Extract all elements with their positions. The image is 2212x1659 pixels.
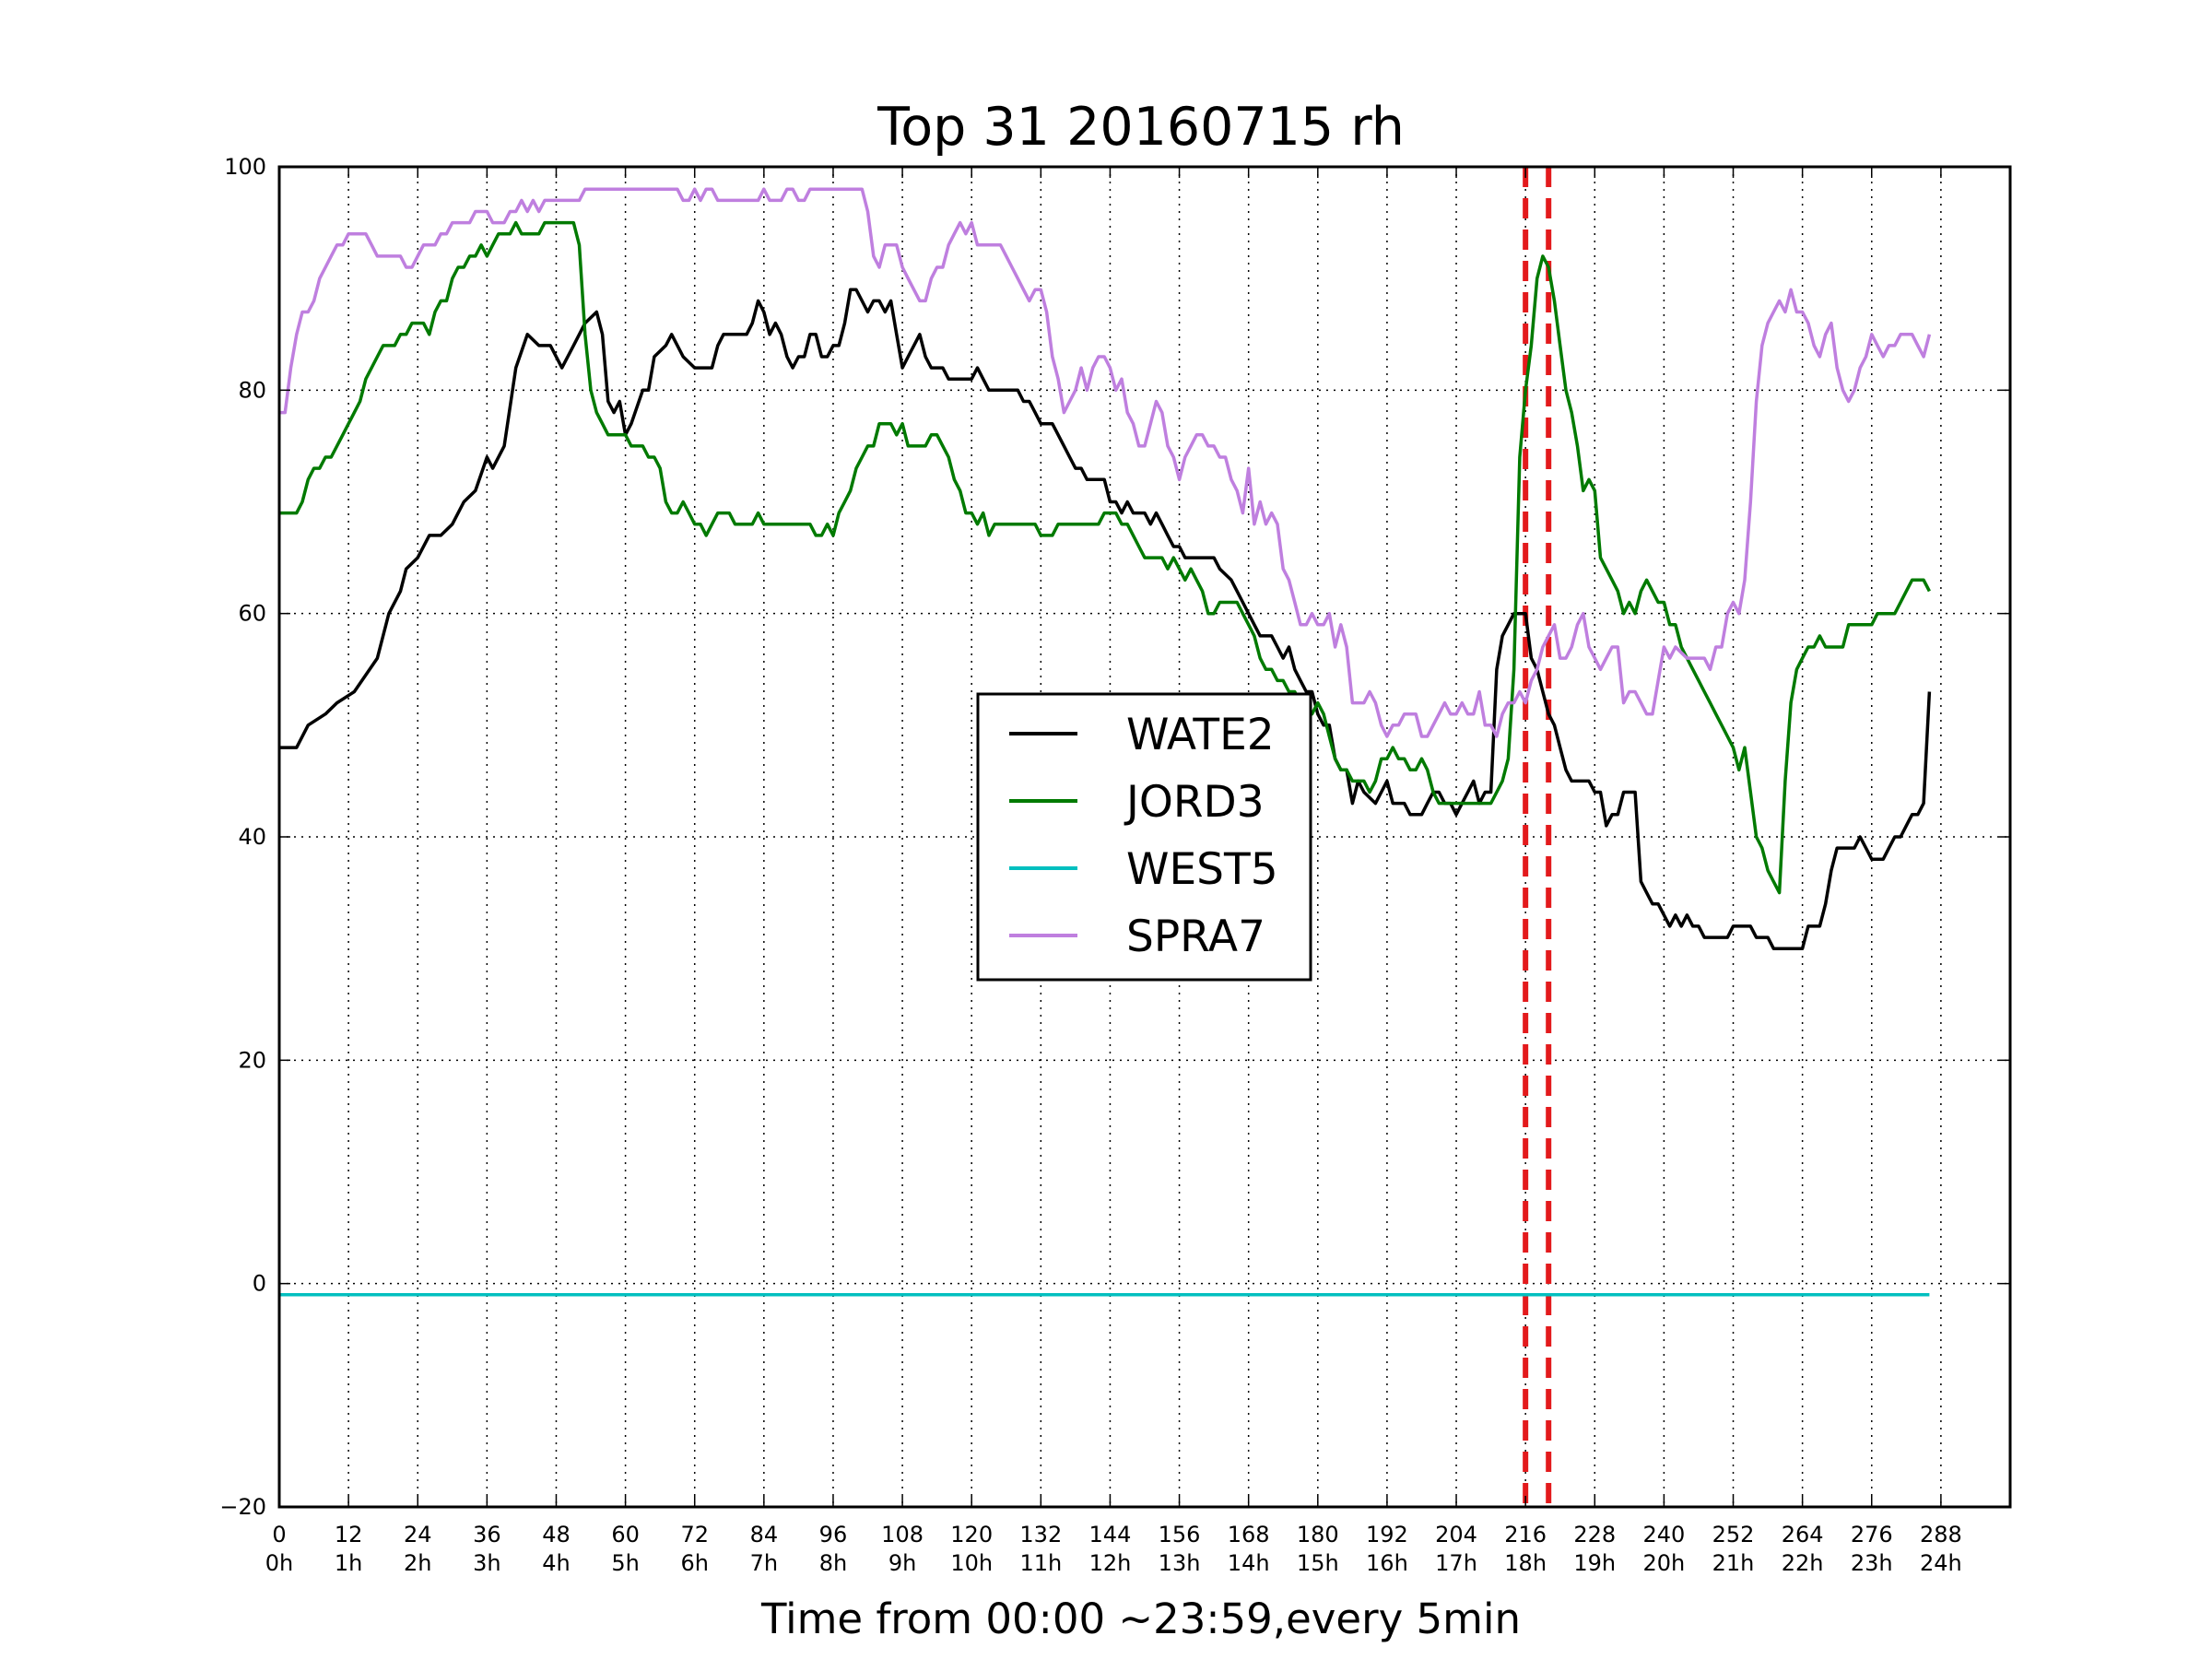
x-tick-label: 72 — [680, 1522, 709, 1547]
x-axis-label: Time from 00:00 ~23:59,every 5min — [760, 1594, 1521, 1643]
x-tick-label: 132 — [1019, 1522, 1062, 1547]
x-tick-sublabel: 9h — [888, 1550, 916, 1576]
x-tick-sublabel: 7h — [750, 1550, 778, 1576]
legend-box — [976, 692, 1312, 982]
chart-title: Top 31 20160715 rh — [877, 97, 1405, 158]
x-tick-sublabel: 21h — [1712, 1550, 1755, 1576]
x-tick-label: 96 — [819, 1522, 848, 1547]
axis-ticks — [278, 166, 2010, 1508]
x-tick-sublabel: 6h — [680, 1550, 708, 1576]
x-tick-sublabel: 13h — [1159, 1550, 1201, 1576]
x-tick-sublabel: 16h — [1366, 1550, 1408, 1576]
x-tick-label: 264 — [1782, 1522, 1824, 1547]
legend-label: SPRA7 — [1126, 912, 1265, 962]
x-tick-sublabel: 4h — [542, 1550, 570, 1576]
series-line-spra7 — [279, 187, 1932, 738]
x-tick-sublabel: 24h — [1920, 1550, 1962, 1576]
x-tick-sublabel: 19h — [1573, 1550, 1616, 1576]
x-tick-label: 60 — [611, 1522, 640, 1547]
x-tick-sublabel: 22h — [1782, 1550, 1824, 1576]
x-tick-label: 228 — [1573, 1522, 1616, 1547]
x-tick-label: 156 — [1159, 1522, 1201, 1547]
x-tick-label: 48 — [542, 1522, 571, 1547]
y-tick-label: −20 — [219, 1494, 266, 1520]
x-tick-label: 24 — [404, 1522, 432, 1547]
y-tick-label: 60 — [238, 601, 266, 627]
x-tick-label: 192 — [1366, 1522, 1408, 1547]
x-tick-label: 84 — [750, 1522, 779, 1547]
legend-label: WEST5 — [1126, 844, 1278, 895]
x-tick-label: 252 — [1712, 1522, 1755, 1547]
series-line-wate2 — [279, 288, 1932, 950]
x-tick-sublabel: 12h — [1089, 1550, 1132, 1576]
x-tick-label: 288 — [1920, 1522, 1962, 1547]
y-tick-label: 80 — [238, 377, 266, 403]
x-tick-label: 276 — [1851, 1522, 1893, 1547]
x-tick-label: 108 — [881, 1522, 924, 1547]
x-tick-label: 36 — [473, 1522, 501, 1547]
x-tick-label: 120 — [950, 1522, 993, 1547]
x-tick-sublabel: 1h — [335, 1550, 362, 1576]
series-lines — [279, 187, 1932, 1297]
y-tick-label: 100 — [224, 154, 266, 180]
legend-label: JORD3 — [1124, 777, 1265, 828]
x-tick-sublabel: 23h — [1851, 1550, 1893, 1576]
x-tick-sublabel: 17h — [1435, 1550, 1477, 1576]
x-tick-sublabel: 11h — [1019, 1550, 1062, 1576]
series-line-jord3 — [279, 220, 1931, 895]
x-tick-sublabel: 10h — [950, 1550, 993, 1576]
x-tick-sublabel: 14h — [1228, 1550, 1270, 1576]
x-tick-sublabel: 3h — [473, 1550, 500, 1576]
x-tick-label: 240 — [1642, 1522, 1685, 1547]
y-tick-label: 0 — [253, 1271, 266, 1297]
y-tick-label: 40 — [238, 824, 266, 850]
x-tick-label: 12 — [335, 1522, 363, 1547]
x-tick-sublabel: 2h — [404, 1550, 431, 1576]
x-tick-sublabel: 20h — [1643, 1550, 1686, 1576]
legend: WATE2 JORD3 WEST5 SPRA7 — [976, 692, 1312, 982]
x-tick-label: 180 — [1297, 1522, 1339, 1547]
x-tick-label: 204 — [1435, 1522, 1477, 1547]
x-tick-sublabel: 5h — [611, 1550, 639, 1576]
x-tick-sublabel: 8h — [819, 1550, 847, 1576]
legend-label: WATE2 — [1126, 710, 1275, 760]
y-tick-label: 20 — [238, 1047, 266, 1073]
x-tick-sublabel: 0h — [265, 1550, 293, 1576]
tick-labels: 0 0h 12 1h 24 2h 36 3h 48 4h 60 5h 72 6h 84 7h 96 8h 108 9h… — [219, 154, 1961, 1576]
x-tick-label: 0 — [272, 1522, 286, 1547]
x-tick-sublabel: 15h — [1297, 1550, 1339, 1576]
x-tick-label: 144 — [1089, 1522, 1132, 1547]
x-tick-label: 168 — [1228, 1522, 1270, 1547]
plot-frame — [277, 165, 2012, 1509]
x-tick-sublabel: 18h — [1504, 1550, 1547, 1576]
x-tick-label: 216 — [1504, 1522, 1547, 1547]
